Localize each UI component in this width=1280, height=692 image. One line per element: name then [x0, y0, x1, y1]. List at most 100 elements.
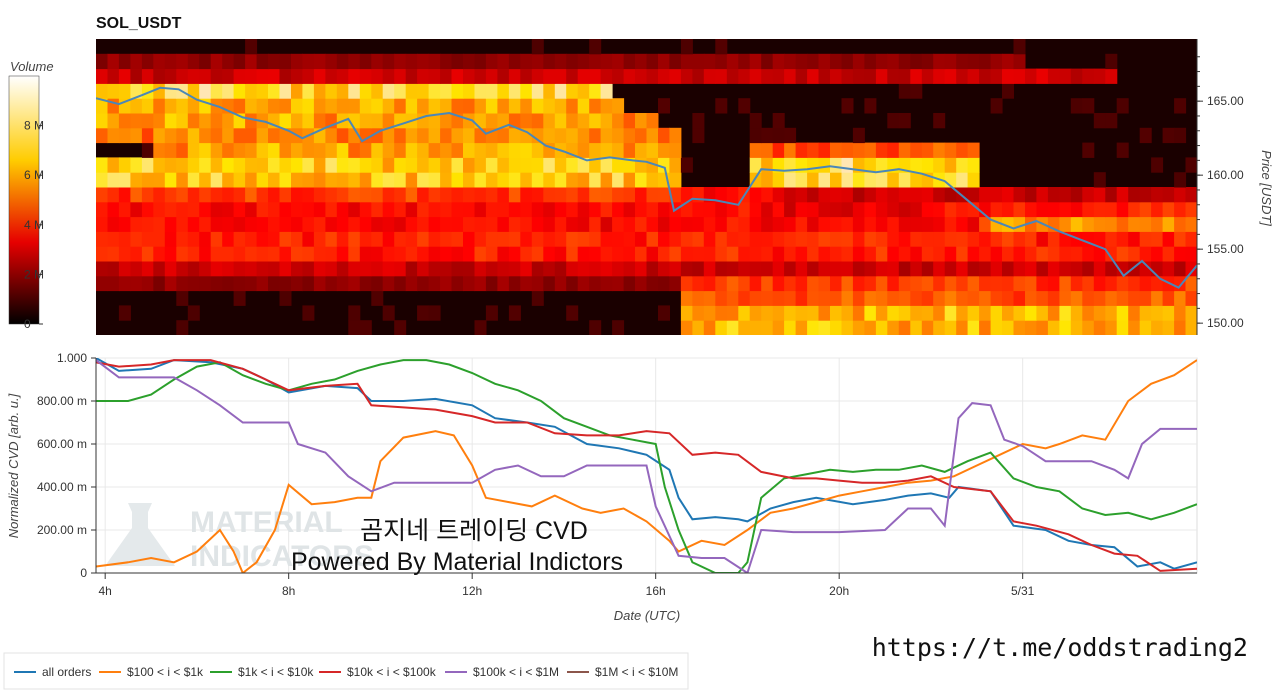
heatmap-cell	[554, 83, 567, 99]
heatmap-cell	[176, 231, 189, 247]
legend-label[interactable]: $100 < i < $1k	[127, 665, 204, 679]
heatmap-cell	[612, 320, 625, 335]
heatmap-cell	[1025, 187, 1037, 203]
heatmap-cell	[600, 53, 613, 70]
flask-icon	[105, 503, 175, 566]
heatmap-cell	[749, 53, 762, 70]
heatmap-cell	[898, 320, 911, 335]
heatmap-cell	[1174, 98, 1187, 114]
heatmap-cell	[417, 231, 430, 247]
heatmap-cell	[313, 172, 326, 188]
heatmap-cell	[313, 216, 326, 232]
heatmap-cell	[795, 261, 808, 277]
heatmap-cell	[187, 142, 200, 158]
heatmap-cell	[313, 261, 326, 277]
heatmap-cell	[118, 216, 131, 232]
heatmap-cell	[141, 216, 154, 232]
heatmap-cell	[359, 320, 372, 335]
legend-label[interactable]: $1k < i < $10k	[238, 665, 314, 679]
price-line	[96, 86, 1197, 289]
heatmap-cell	[130, 201, 143, 218]
heatmap-cell	[864, 261, 877, 277]
legend-label[interactable]: $100k < i < $1M	[473, 665, 559, 679]
heatmap-cell	[107, 53, 120, 70]
heatmap-cell	[141, 231, 154, 247]
heatmap-cell	[589, 187, 602, 203]
heatmap-cell	[245, 172, 258, 188]
heatmap-cell	[944, 231, 957, 247]
legend-label[interactable]: all orders	[42, 665, 91, 679]
heatmap-cell	[302, 187, 315, 203]
heatmap-cell	[646, 261, 659, 277]
heatmap-cell	[600, 187, 613, 203]
heatmap-cell	[107, 201, 120, 218]
heatmap-cell	[141, 201, 154, 218]
heatmap-cell	[1139, 231, 1152, 247]
heatmap-cell	[680, 320, 693, 335]
heatmap-cell	[680, 290, 693, 306]
heatmap-cell	[612, 201, 625, 218]
heatmap-cell	[600, 142, 613, 158]
heatmap-cell	[818, 157, 831, 173]
heatmap-cell	[371, 68, 384, 84]
heatmap-cell	[635, 113, 647, 129]
heatmap-cell	[921, 305, 934, 321]
heatmap-cell	[623, 68, 636, 84]
heatmap-cell	[726, 187, 739, 203]
heatmap-cell	[279, 246, 292, 262]
heatmap-cell	[1013, 201, 1026, 218]
heatmap-cell	[692, 113, 705, 129]
heatmap-cell	[199, 172, 212, 188]
heatmap-cell	[325, 98, 338, 114]
heatmap-cell	[153, 172, 166, 188]
heatmap-cell	[268, 172, 280, 188]
heatmap-cell	[279, 113, 292, 129]
heatmap-cell	[96, 172, 108, 188]
heatmap-cell	[176, 216, 189, 232]
heatmap-cell	[118, 201, 131, 218]
heatmap-cell	[256, 53, 269, 70]
heatmap-cell	[1093, 216, 1106, 232]
heatmap-cell	[1059, 216, 1072, 232]
heatmap-cell	[1139, 275, 1152, 292]
heatmap-cell	[325, 201, 338, 218]
heatmap-cell	[623, 127, 636, 144]
heatmap-cell	[1174, 231, 1187, 247]
heatmap-cell	[658, 246, 670, 262]
heatmap-cell	[508, 231, 521, 247]
heatmap-cell	[898, 83, 911, 99]
telegram-url[interactable]: https://t.me/oddstrading2	[872, 633, 1248, 662]
heatmap-cell	[141, 275, 154, 292]
heatmap-cell	[417, 201, 430, 218]
heatmap-cell	[589, 172, 602, 188]
legend-label[interactable]: $1M < i < $10M	[595, 665, 678, 679]
heatmap-cell	[531, 290, 544, 306]
heatmap-cell	[646, 53, 659, 70]
heatmap-cell	[784, 53, 797, 70]
heatmap-cell	[807, 246, 820, 262]
heatmap-cell	[990, 187, 1003, 203]
heatmap-cell	[291, 157, 303, 173]
heatmap-cell	[520, 142, 533, 158]
heatmap-cell	[635, 246, 647, 262]
heatmap-cell	[887, 275, 900, 292]
legend-label[interactable]: $10k < i < $100k	[347, 665, 437, 679]
heatmap-cell	[921, 68, 934, 84]
heatmap-cell	[118, 172, 131, 188]
heatmap-cell	[566, 98, 579, 114]
heatmap-cell	[96, 98, 108, 114]
heatmap-cell	[795, 275, 808, 292]
colorbar-tick-label: 2 M	[24, 267, 44, 281]
heatmap-cell	[841, 246, 854, 262]
heatmap-cell	[554, 216, 567, 232]
heatmap-cell	[1105, 113, 1118, 129]
heatmap-cell	[887, 290, 900, 306]
heatmap-cell	[795, 216, 808, 232]
heatmap-cell	[646, 246, 659, 262]
heatmap-cell	[520, 231, 533, 247]
heatmap-cell	[956, 290, 969, 306]
heatmap-cell	[1036, 305, 1049, 321]
heatmap-cell	[359, 68, 372, 84]
heatmap-cell	[944, 142, 957, 158]
heatmap-cell	[1139, 201, 1152, 218]
